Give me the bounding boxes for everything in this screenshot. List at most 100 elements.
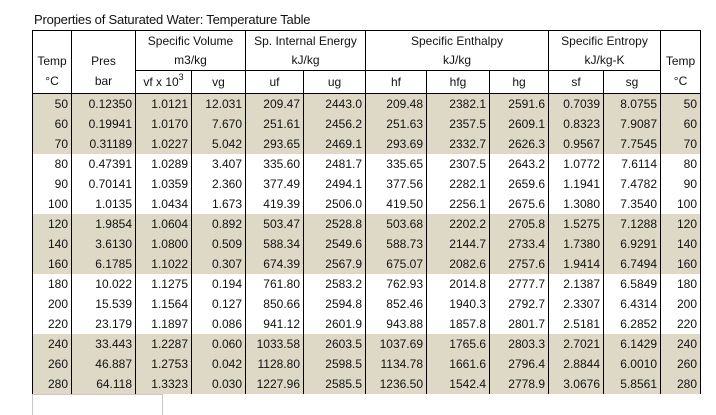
cell-hg: 2609.1 — [489, 114, 549, 134]
cell-sf: 2.5181 — [548, 314, 604, 334]
header-enthalpy: Specific Enthalpy kJ/kg — [365, 30, 549, 71]
cell-vf: 1.1564 — [135, 294, 192, 314]
table-row: 260 46.887 1.2753 0.042 1128.80 2598.5 1134.78… — [32, 354, 701, 374]
cell-pres: 1.0135 — [71, 194, 136, 214]
table-row: 100 1.0135 1.0434 1.673 419.39 2506.0 419.50 22… — [32, 194, 701, 214]
cell-sf: 1.7380 — [548, 234, 604, 254]
cell-temp: 160 — [32, 254, 72, 274]
cell-vf: 1.0227 — [135, 134, 192, 154]
cell-vg: 0.892 — [191, 214, 246, 234]
cell-hg: 2796.4 — [489, 354, 549, 374]
cell-sg: 6.0010 — [603, 354, 661, 374]
cell-vf: 1.0170 — [135, 114, 192, 134]
header-sf: sf — [548, 70, 604, 94]
table-row: 50 0.12350 1.0121 12.031 209.47 2443.0 209.48 2… — [32, 93, 701, 114]
header-hfg: hfg — [426, 70, 490, 94]
cell-vf: 1.1897 — [135, 314, 192, 334]
specific-volume-label: Specific Volume — [147, 33, 234, 48]
cell-pres: 0.47391 — [71, 154, 136, 174]
cell-uf: 293.65 — [245, 134, 304, 154]
cell-hg: 2803.3 — [489, 334, 549, 354]
cell-vg: 5.042 — [191, 134, 246, 154]
cell-sf: 0.8323 — [548, 114, 604, 134]
cell-uf: 1227.96 — [245, 374, 304, 394]
table-row: 180 10.022 1.1275 0.194 761.80 2583.2 762.93 20… — [32, 274, 701, 294]
cell-sf: 2.1387 — [548, 274, 604, 294]
cell-sg: 8.0755 — [603, 93, 661, 114]
cell-hg: 2792.7 — [489, 294, 549, 314]
cell-vg: 12.031 — [191, 93, 246, 114]
cell-vf: 1.0121 — [135, 93, 192, 114]
cell-vg: 0.030 — [191, 374, 246, 394]
cell-ug: 2469.1 — [303, 134, 366, 154]
cell-hg: 2675.6 — [489, 194, 549, 214]
empty-cell[interactable] — [32, 394, 163, 415]
cell-hf: 588.73 — [365, 234, 427, 254]
header-sg: sg — [603, 70, 661, 94]
cell-sg: 6.4314 — [603, 294, 661, 314]
cell-ug: 2598.5 — [303, 354, 366, 374]
cell-hg: 2643.2 — [489, 154, 549, 174]
cell-hf: 503.68 — [365, 214, 427, 234]
cell-uf: 377.49 — [245, 174, 304, 194]
entropy-unit: kJ/kg-K — [584, 52, 625, 67]
cell-temp-right: 100 — [660, 194, 701, 214]
cell-hf: 251.63 — [365, 114, 427, 134]
vf-exponent: 3 — [178, 71, 184, 82]
internal-energy-unit: kJ/kg — [291, 52, 320, 67]
cell-temp-right: 70 — [660, 134, 701, 154]
cell-uf: 941.12 — [245, 314, 304, 334]
header-vg: vg — [191, 70, 246, 94]
table-row: 200 15.539 1.1564 0.127 850.66 2594.8 852.46 19… — [32, 294, 701, 314]
cell-vg: 0.060 — [191, 334, 246, 354]
cell-ug: 2456.2 — [303, 114, 366, 134]
cell-uf: 674.39 — [245, 254, 304, 274]
table-row: 240 33.443 1.2287 0.060 1033.58 2603.5 1037.69… — [32, 334, 701, 354]
cell-uf: 850.66 — [245, 294, 304, 314]
cell-sg: 6.9291 — [603, 234, 661, 254]
cell-vg: 0.509 — [191, 234, 246, 254]
cell-hfg: 1857.8 — [426, 314, 490, 334]
cell-sg: 6.5849 — [603, 274, 661, 294]
cell-sf: 1.9414 — [548, 254, 604, 274]
cell-vf: 1.0800 — [135, 234, 192, 254]
cell-sf: 2.7021 — [548, 334, 604, 354]
cell-hfg: 2256.1 — [426, 194, 490, 214]
table-row: 60 0.19941 1.0170 7.670 251.61 2456.2 251.63 23… — [32, 114, 701, 134]
cell-hf: 852.46 — [365, 294, 427, 314]
cell-hf: 419.50 — [365, 194, 427, 214]
cell-temp: 260 — [32, 354, 72, 374]
cell-vg: 3.407 — [191, 154, 246, 174]
cell-temp: 50 — [32, 93, 72, 114]
cell-temp-right: 220 — [660, 314, 701, 334]
cell-vg: 0.127 — [191, 294, 246, 314]
cell-temp: 70 — [32, 134, 72, 154]
table-row: 120 1.9854 1.0604 0.892 503.47 2528.8 503.68 22… — [32, 214, 701, 234]
cell-temp-right: 90 — [660, 174, 701, 194]
cell-temp-right: 120 — [660, 214, 701, 234]
cell-ug: 2549.6 — [303, 234, 366, 254]
header-temp-right-unit: °C — [660, 70, 701, 94]
saturated-water-table: Temp Pres Specific Volume m3/kg Sp. Inter… — [32, 30, 701, 394]
cell-vg: 0.042 — [191, 354, 246, 374]
cell-hg: 2659.6 — [489, 174, 549, 194]
cell-temp: 180 — [32, 274, 72, 294]
cell-vf: 1.1022 — [135, 254, 192, 274]
enthalpy-unit: kJ/kg — [442, 52, 471, 67]
table-row: 220 23.179 1.1897 0.086 941.12 2601.9 943.88 18… — [32, 314, 701, 334]
cell-pres: 0.70141 — [71, 174, 136, 194]
header-pres-unit: bar — [71, 70, 136, 94]
cell-sg: 7.1288 — [603, 214, 661, 234]
cell-uf: 1128.80 — [245, 354, 304, 374]
cell-vf: 1.0289 — [135, 154, 192, 174]
cell-hf: 1037.69 — [365, 334, 427, 354]
cell-hf: 1134.78 — [365, 354, 427, 374]
cell-temp: 200 — [32, 294, 72, 314]
cell-uf: 335.60 — [245, 154, 304, 174]
table-row: 280 64.118 1.3323 0.030 1227.96 2585.5 1236.50… — [32, 374, 701, 394]
cell-sf: 0.9567 — [548, 134, 604, 154]
cell-vf: 1.2753 — [135, 354, 192, 374]
header-uf: uf — [245, 70, 304, 94]
header-vf: vf x 103 — [135, 70, 192, 94]
cell-hf: 377.56 — [365, 174, 427, 194]
